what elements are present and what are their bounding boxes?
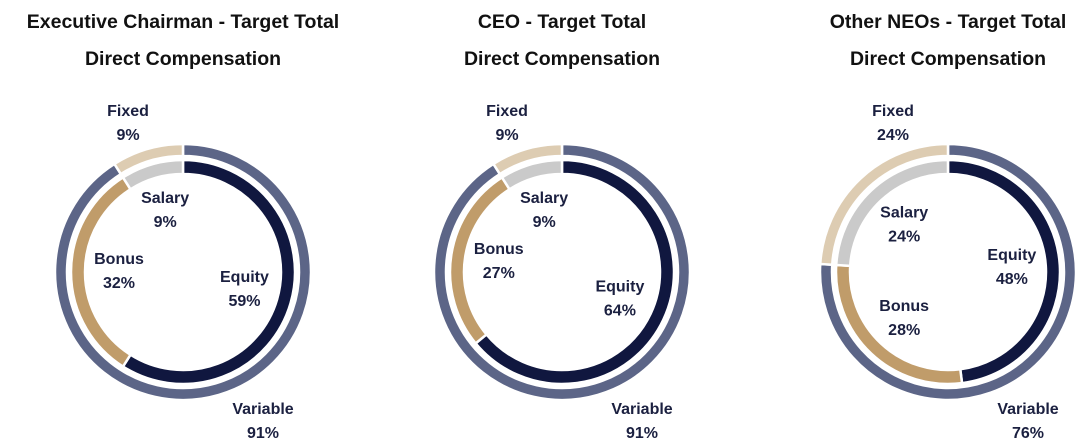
segment-label: Salary xyxy=(141,190,189,207)
chart-title: CEO - Target Total xyxy=(478,11,646,33)
segment-label: Bonus xyxy=(94,251,144,268)
segment-label: Variable xyxy=(997,401,1058,418)
segment-label: Equity xyxy=(595,278,644,295)
segment-value-label: 24% xyxy=(888,229,920,246)
segment-label: Fixed xyxy=(107,103,149,120)
donut-segment xyxy=(818,142,950,267)
segment-label: Salary xyxy=(880,205,928,222)
donut-segment xyxy=(112,142,185,176)
chart-title: Direct Compensation xyxy=(464,48,660,70)
segment-value-label: 32% xyxy=(103,275,135,292)
segment-value-label: 76% xyxy=(1012,425,1044,442)
segment-label: Fixed xyxy=(872,103,914,120)
segment-value-label: 9% xyxy=(495,127,518,144)
segment-value-label: 91% xyxy=(247,425,279,442)
segment-label: Bonus xyxy=(879,298,929,315)
segment-value-label: 9% xyxy=(533,214,556,231)
segment-label: Equity xyxy=(987,247,1036,264)
donut-segment xyxy=(121,158,185,191)
segment-value-label: 28% xyxy=(888,322,920,339)
donut-segment xyxy=(491,142,564,176)
segment-label: Equity xyxy=(220,269,269,286)
chart-title: Other NEOs - Target Total xyxy=(830,11,1067,33)
segment-value-label: 48% xyxy=(996,271,1028,288)
segment-value-label: 91% xyxy=(626,425,658,442)
segment-value-label: 59% xyxy=(228,293,260,310)
segment-value-label: 24% xyxy=(877,127,909,144)
donut-segment xyxy=(834,158,950,268)
chart-title: Direct Compensation xyxy=(85,48,281,70)
chart-title: Executive Chairman - Target Total xyxy=(27,11,339,33)
segment-value-label: 9% xyxy=(154,214,177,231)
segment-label: Variable xyxy=(611,401,672,418)
segment-label: Variable xyxy=(232,401,293,418)
segment-value-label: 9% xyxy=(116,127,139,144)
segment-value-label: 27% xyxy=(483,265,515,282)
donut-segment xyxy=(432,142,692,402)
chart-title: Direct Compensation xyxy=(850,48,1046,70)
donut-segment xyxy=(53,142,313,402)
segment-label: Fixed xyxy=(486,103,528,120)
donut-segment xyxy=(500,158,564,191)
segment-label: Bonus xyxy=(474,241,524,258)
segment-value-label: 64% xyxy=(604,302,636,319)
segment-label: Salary xyxy=(520,190,568,207)
